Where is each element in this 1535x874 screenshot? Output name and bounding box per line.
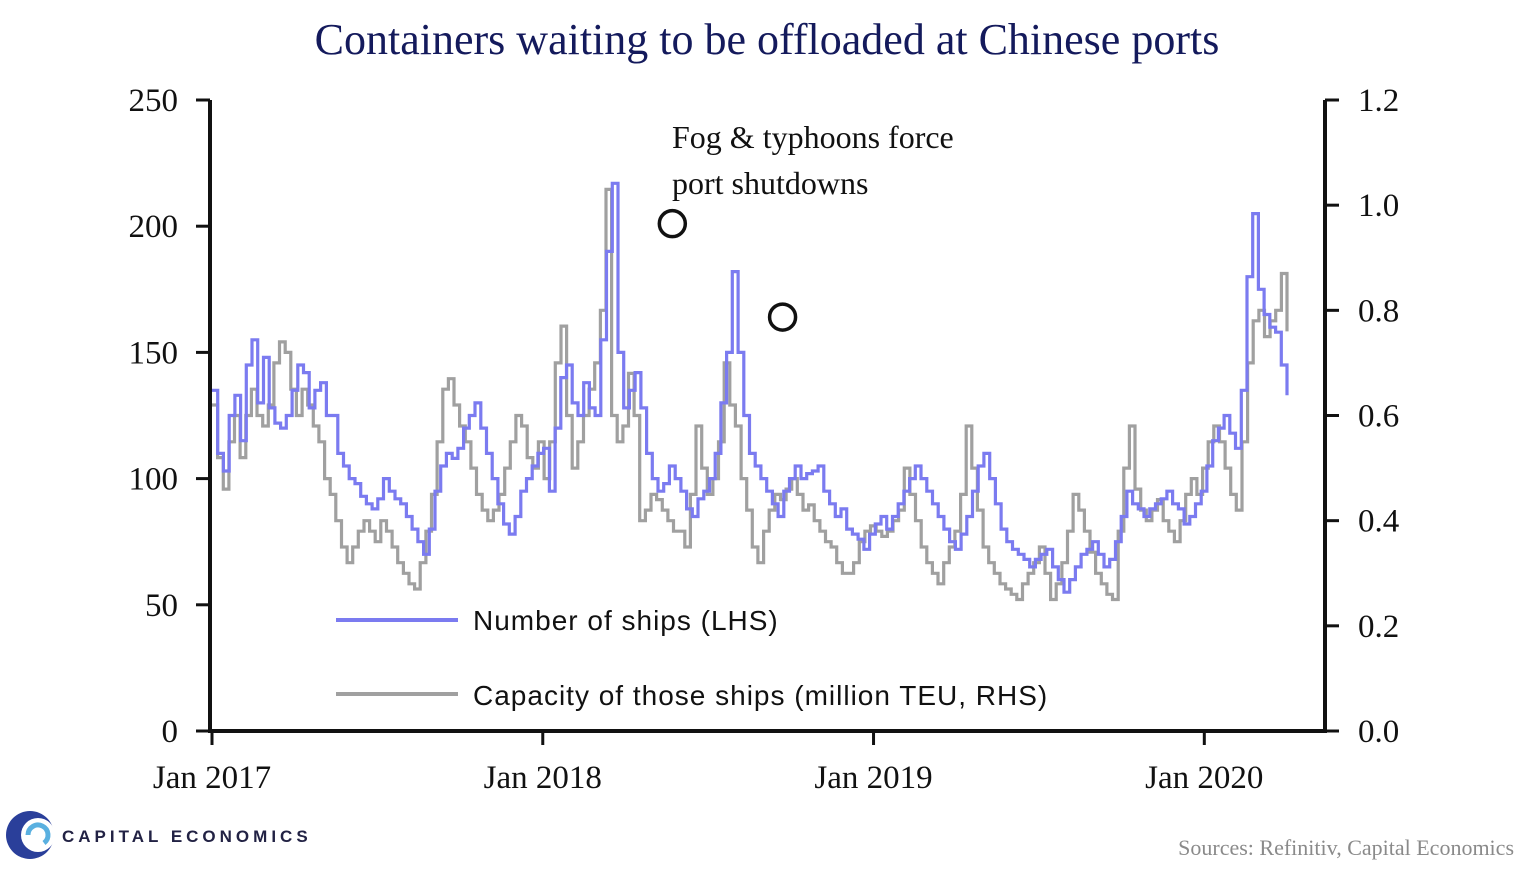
logo-text: CAPITAL ECONOMICS (62, 827, 312, 846)
left-tick-label: 250 (129, 83, 179, 119)
annotation-line-1: Fog & typhoons force (672, 119, 954, 155)
legend-label-capacity: Capacity of those ships (million TEU, RH… (473, 680, 1048, 711)
x-tick-label: Jan 2019 (814, 760, 932, 796)
capital-economics-logo: CAPITAL ECONOMICS (6, 811, 312, 859)
chart-title: Containers waiting to be offloaded at Ch… (315, 15, 1220, 64)
legend-label-ships: Number of ships (LHS) (473, 605, 779, 636)
series-line-ships (212, 181, 1289, 594)
left-tick-label: 200 (129, 209, 179, 245)
source-note: Sources: Refinitiv, Capital Economics (1178, 835, 1514, 860)
highlight-circle (767, 302, 798, 332)
highlight-markers (657, 208, 798, 332)
left-tick-label: 50 (145, 588, 178, 624)
left-tick-label: 150 (129, 335, 179, 371)
right-tick-label: 0.2 (1358, 609, 1399, 645)
annotation-line-2: port shutdowns (672, 165, 868, 201)
legend: Number of ships (LHS) Capacity of those … (336, 605, 1048, 711)
left-tick-label: 100 (129, 462, 179, 498)
right-tick-label: 1.2 (1358, 83, 1399, 119)
series-line-capacity (212, 187, 1289, 602)
right-tick-label: 0.4 (1358, 504, 1399, 540)
annotation: Fog & typhoons force port shutdowns (672, 119, 954, 201)
right-tick-label: 0.8 (1358, 293, 1399, 329)
right-tick-label: 0.6 (1358, 399, 1399, 435)
series-layer (212, 181, 1289, 602)
highlight-circle (657, 208, 688, 239)
right-tick-label: 0.0 (1358, 714, 1399, 750)
left-tick-label: 0 (162, 714, 179, 750)
x-tick-label: Jan 2020 (1145, 760, 1263, 796)
x-tick-label: Jan 2018 (484, 760, 602, 796)
x-tick-label: Jan 2017 (153, 760, 271, 796)
tick-group: 0 50 100 150 200 250 0.0 0.2 0.4 0.6 0.8 1.0 1.2 Jan … (129, 83, 1400, 796)
right-tick-label: 1.0 (1358, 188, 1399, 224)
